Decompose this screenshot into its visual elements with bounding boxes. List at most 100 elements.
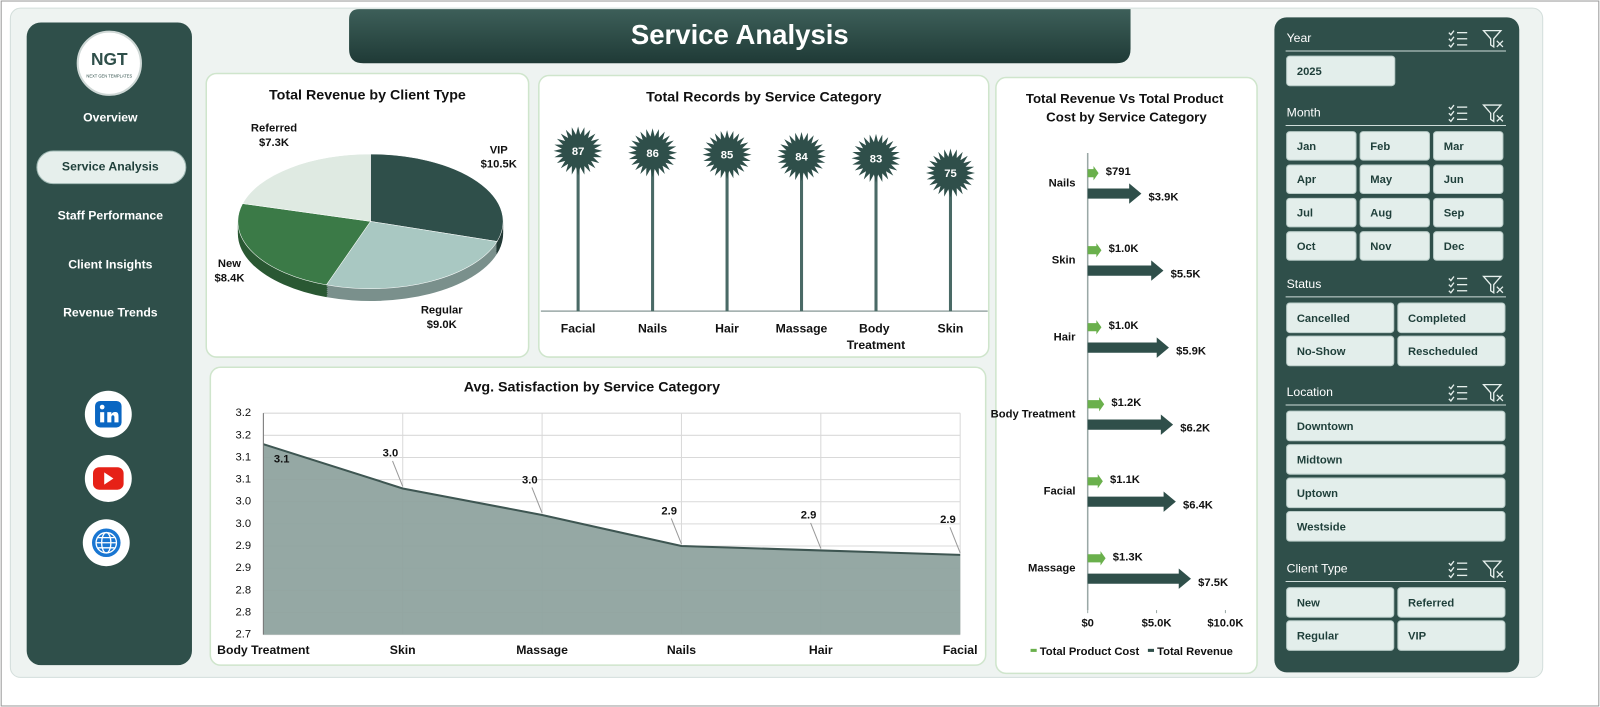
slicer-button[interactable]: Westside — [1286, 511, 1506, 542]
y-tick-label: Body Treatment — [991, 408, 1076, 420]
lollipop-head — [777, 131, 827, 181]
y-tick-label: 3.1 — [236, 451, 252, 463]
icon-check — [1448, 116, 1455, 123]
icon-check — [1448, 560, 1455, 567]
y-tick-label: Hair — [1054, 331, 1076, 343]
clear-filter-icon[interactable] — [1482, 29, 1504, 49]
slicer-button-bg — [1286, 620, 1395, 651]
slicer-button[interactable]: Completed — [1397, 302, 1506, 334]
nav-item[interactable]: Overview — [83, 111, 138, 125]
slicer-button-bg — [1286, 164, 1357, 195]
slicer-option: New — [1297, 597, 1320, 609]
data-label: 84 — [795, 151, 808, 163]
icon-check — [1448, 390, 1455, 396]
data-label: 3.0 — [383, 448, 399, 460]
bar — [1087, 183, 1142, 204]
slicer-button[interactable]: Sep — [1433, 197, 1504, 228]
nav-label: Client Insights — [68, 257, 152, 271]
nav-label: Revenue Trends — [63, 305, 158, 319]
pie-slice — [325, 221, 498, 289]
clear-filter-icon[interactable] — [1482, 383, 1504, 403]
multi-select-icon[interactable] — [1448, 276, 1468, 294]
multi-select-icon[interactable] — [1448, 560, 1468, 579]
slicer-option: Oct — [1297, 241, 1316, 253]
area-line — [263, 443, 961, 556]
slicer-button[interactable]: Uptown — [1286, 477, 1506, 509]
y-tick-label: Nails — [1049, 177, 1076, 189]
leader-line — [810, 522, 822, 549]
slicer-button[interactable]: Mar — [1433, 131, 1504, 161]
slicer-title: Year — [1287, 31, 1312, 45]
slicer-button[interactable]: 2025 — [1286, 55, 1396, 87]
legend-item[interactable]: Total Product Cost — [1030, 646, 1140, 658]
globe-lines — [95, 531, 118, 554]
slicer-button[interactable]: May — [1359, 164, 1430, 195]
slicer-button-bg — [1286, 587, 1395, 618]
slicer-button-bg — [1397, 302, 1506, 334]
data-label: $5.9K — [1176, 346, 1206, 358]
slicer-button[interactable]: Referred — [1397, 587, 1506, 618]
leader-line — [670, 518, 682, 545]
clear-filter-icon[interactable] — [1482, 560, 1504, 579]
label-category: New — [218, 258, 241, 270]
x-tick-label: $10.0K — [1207, 617, 1243, 629]
bar — [1087, 260, 1164, 281]
data-label: Referred $7.3K — [251, 123, 297, 149]
slicer-option: VIP — [1408, 631, 1427, 643]
nav-item[interactable]: Revenue Trends — [63, 305, 158, 319]
icon-check — [1448, 572, 1455, 579]
multi-select-icon[interactable] — [1448, 30, 1468, 48]
data-label: 2.9 — [940, 514, 956, 526]
slicer-option: 2025 — [1297, 66, 1322, 78]
slicer-button[interactable]: Cancelled — [1286, 302, 1395, 334]
icon-funnel — [1482, 29, 1503, 49]
x-tick-label: Nails — [667, 643, 696, 657]
icon-check — [1448, 30, 1455, 36]
slicer-button[interactable]: No-Show — [1286, 335, 1395, 367]
nav-item[interactable]: Staff Performance — [58, 209, 164, 223]
slicer-button-bg — [1286, 197, 1357, 228]
bar — [1087, 414, 1174, 435]
slicer-button[interactable]: Jan — [1286, 131, 1357, 161]
legend-swatch — [1030, 648, 1037, 652]
data-label: $1.3K — [1113, 551, 1143, 563]
slicer-button[interactable]: Apr — [1286, 164, 1357, 195]
slicer-button[interactable]: New — [1286, 587, 1395, 618]
multi-select-icon[interactable] — [1448, 384, 1468, 402]
legend-item[interactable]: Total Revenue — [1147, 646, 1233, 658]
slicer-button[interactable]: Regular — [1286, 620, 1395, 651]
y-tick-label: Skin — [1052, 254, 1076, 266]
slicer-option: Downtown — [1297, 421, 1354, 433]
multi-select-icon[interactable] — [1448, 104, 1468, 123]
slicer-button[interactable]: Midtown — [1286, 444, 1506, 475]
clear-filter-icon[interactable] — [1482, 104, 1504, 123]
lollipop-head — [925, 148, 975, 198]
clear-filter-icon[interactable] — [1482, 275, 1504, 295]
slicer-button[interactable]: Aug — [1359, 197, 1430, 228]
slicer-button-bg — [1286, 55, 1396, 87]
slicer-option: Midtown — [1297, 454, 1343, 466]
nav-item[interactable]: Client Insights — [68, 257, 152, 271]
slicer-button[interactable]: Jul — [1286, 197, 1357, 228]
slicer-button[interactable]: Oct — [1286, 231, 1357, 261]
slicer-option: Regular — [1297, 631, 1339, 643]
data-label: 3.0 — [522, 474, 538, 486]
slicer-button[interactable]: Jun — [1433, 164, 1504, 195]
data-label: 75 — [944, 168, 956, 180]
slicer-button[interactable]: Rescheduled — [1397, 335, 1506, 367]
slicer-button[interactable]: VIP — [1397, 620, 1506, 651]
x-tick-label: Hair — [715, 322, 739, 336]
slicer-button[interactable]: Feb — [1359, 131, 1430, 161]
nav-item[interactable]: Service Analysis — [36, 150, 187, 185]
data-label: $1.0K — [1109, 243, 1139, 255]
slicer-button[interactable]: Downtown — [1286, 410, 1506, 442]
x-tick-label: Massage — [776, 322, 828, 336]
label-value: $10.5K — [481, 159, 517, 171]
nav-label: Service Analysis — [62, 160, 159, 174]
chart-title: Total Revenue by Client Type — [269, 88, 466, 104]
slicer-button[interactable]: Dec — [1433, 231, 1504, 261]
icon-funnel — [1482, 383, 1503, 403]
slicer-button[interactable]: Nov — [1359, 231, 1430, 261]
icon-check — [1448, 396, 1455, 402]
slicer-button-bg — [1286, 231, 1357, 261]
